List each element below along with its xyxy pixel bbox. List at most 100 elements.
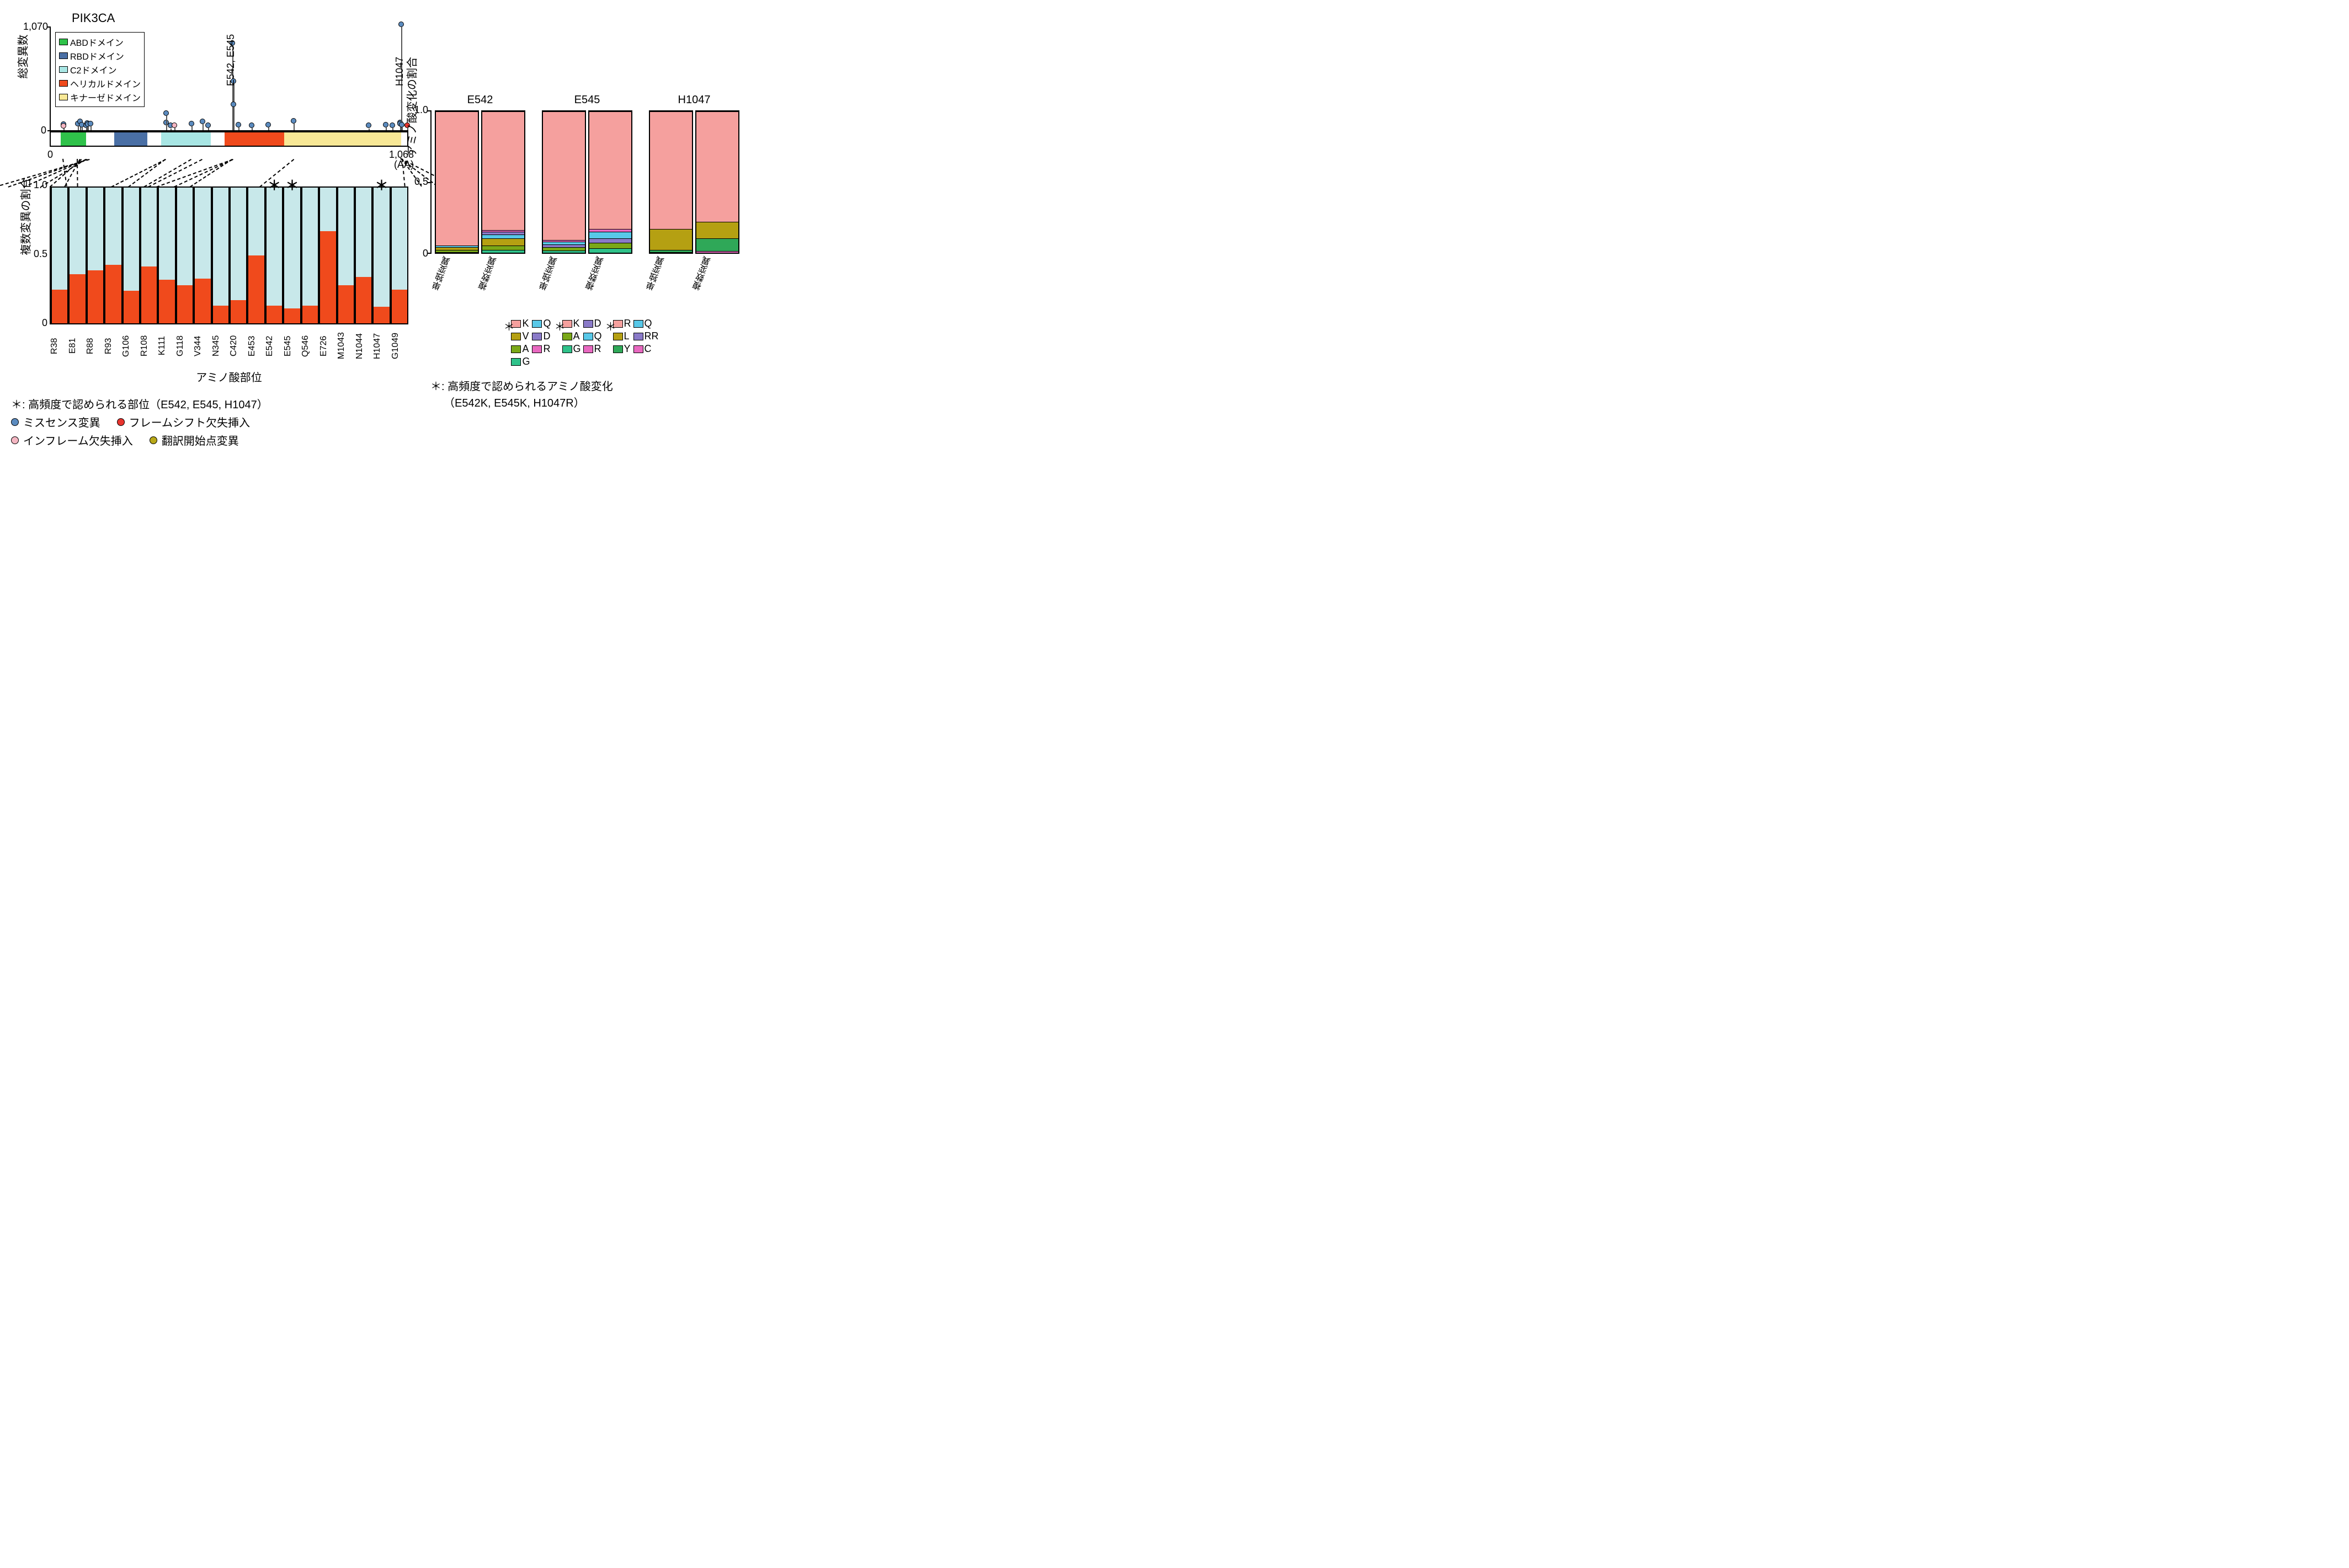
lollipop-dot [189,121,194,126]
lollipop-dot [231,102,236,107]
aa-bar [542,110,586,254]
aa-legend-row: Q [633,318,659,329]
aa-legend-row: R [583,343,602,355]
lollipop-ytick-max: 1,070 [23,21,46,33]
left-panel: PIK3CA 総変異数 1,070 0 E542, E545H1047 0 1,… [11,11,408,448]
aa-seg [589,111,631,228]
bar-seg-single [248,188,264,255]
lollipop-stem [208,128,209,130]
aa-xlabel: 単独変異 [536,251,593,308]
bar-seg-multi [124,291,139,323]
aa-legend-label: Y [624,343,631,355]
aa-legend-label: A [522,343,529,355]
aa-group-title: H1047 [649,94,739,107]
lollipop-stem [294,124,295,130]
mutation-type-legend-item: インフレーム欠失挿入 [11,432,133,448]
aa-ytick-2: 1.0 [414,104,428,116]
aa-seg [482,234,524,239]
domain-segment [114,132,147,146]
aa-yaxis-ticks: 0 0.5 1.0 [408,110,428,254]
lollipop-stem [238,127,239,130]
bar-seg-multi [177,285,193,323]
aa-legend-group: ＊RLYQRRC [613,318,659,367]
aa-legend-row: Q [583,330,602,342]
domain-legend-row: RBDドメイン [59,49,141,62]
aa-seg [543,111,585,240]
swatch [532,320,542,328]
lollipop-ytick-min: 0 [23,125,46,136]
bar-xlabel: E545 [283,327,301,365]
bar-xlabel: E453 [247,327,265,365]
aa-seg [696,251,738,253]
lollipop-stem [369,129,370,131]
aa-legend-col: QDR [532,318,551,367]
bar-xlabel: Q546 [301,327,319,365]
bar-xlabel: E81 [68,327,86,365]
domain-segment [161,132,211,146]
bar-seg-multi [213,306,228,323]
aa-legend-row: RR [633,330,659,342]
bar [355,186,372,323]
aa-seg [589,232,631,239]
bar-seg-multi [195,279,210,323]
bar-seg-multi [231,300,246,323]
lollipop-stem [78,126,79,130]
bar-ytick-0: 0 [30,317,47,329]
bar-seg-single [70,188,85,274]
aa-change-chart: アミノ酸変化の割合 0 0.5 1.0 E542単独変異複数変異E545単独変異… [430,94,739,301]
domain-legend-row: C2ドメイン [59,63,141,76]
domain-segment [61,132,86,146]
bar-star: ＊ [268,174,281,194]
bar-seg-single [267,188,282,306]
aa-group: H1047 単独変異複数変異 [649,94,739,301]
aa-xlabel: 複数変異 [582,251,639,308]
aa-legend-star: ＊ [503,318,514,334]
bar [104,186,122,323]
domain-legend: ABDドメインRBDドメインC2ドメインヘリカルドメインキナーゼドメイン [55,32,145,107]
aa-pair [542,110,632,254]
aa-legend-label: R [543,343,550,355]
mutation-type-legend-item: ミスセンス変異 [11,414,100,430]
aa-group-title: E545 [542,94,632,107]
lollipop-dot [383,122,388,127]
bar-xlabel: R88 [86,327,104,365]
bar-seg-single [52,188,67,290]
lollipop-dot [366,122,371,128]
mutation-type-label: フレームシフト欠失挿入 [129,414,250,430]
swatch [59,52,68,59]
lollipop-dot [200,119,205,124]
aa-legend-star: ＊ [605,318,616,334]
aa-xlabel: 複数変異 [475,251,532,308]
aa-seg [436,111,478,246]
bar [51,186,68,323]
aa-xlabels: 単独変異複数変異 [649,257,739,301]
swatch [59,66,68,73]
lollipop-stem [268,127,269,130]
bar-xlabels: R38E81R88R93G106R108K111G118V344N345C420… [50,327,408,365]
aa-xlabel: 単独変異 [643,251,700,308]
aa-legend-label: Q [644,318,652,329]
aa-xlabels: 単独変異複数変異 [435,257,525,301]
aa-legend-label: A [573,330,580,342]
aa-legend-label: Q [543,318,551,329]
aa-seg [696,222,738,239]
swatch [532,345,542,353]
lollipop-hotspot-label: E542, E545 [225,34,237,86]
bar-seg-single [392,188,407,290]
aa-seg [650,229,692,250]
swatch [511,345,521,353]
bar-seg-single [124,188,139,291]
bar-seg-single [159,188,174,280]
lollipop-stem [82,127,83,130]
left-star-note: ＊: 高頻度で認められる部位（E542, E545, H1047） [11,396,408,412]
domain-legend-label: C2ドメイン [70,63,116,76]
aa-seg [650,252,692,253]
lollipop-dot [390,122,395,128]
bar: ＊ [265,186,283,323]
bar-xlabel: E726 [319,327,337,365]
bar-xaxis-title: アミノ酸部位 [50,369,408,385]
bar [230,186,247,323]
lollipop-stem [63,129,65,130]
lollipop-dot [236,122,241,127]
lollipop-stem [166,116,167,130]
